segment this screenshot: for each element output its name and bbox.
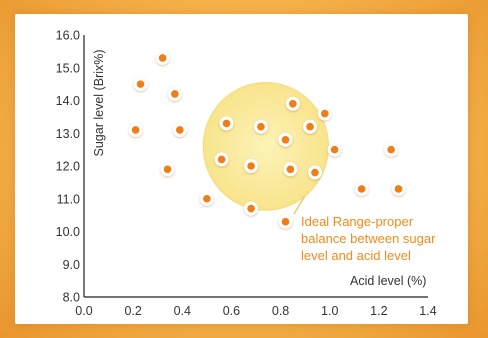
- data-point: [167, 86, 182, 101]
- data-point: [128, 122, 143, 137]
- data-point-dot: [311, 168, 319, 177]
- y-tick-label: 11.0: [57, 192, 80, 206]
- y-tick-label: 14.0: [56, 94, 80, 108]
- data-point: [391, 181, 406, 196]
- data-point-dot: [394, 185, 403, 193]
- x-tick-label: 0.2: [124, 304, 141, 318]
- data-point-dot: [257, 122, 265, 131]
- data-point: [303, 119, 318, 134]
- callout-pointer: [293, 195, 306, 215]
- x-tick-label: 1.0: [321, 304, 338, 318]
- y-tick-label: 12.0: [56, 160, 80, 174]
- data-point-dot: [281, 217, 290, 226]
- data-point-dot: [203, 194, 211, 203]
- x-tick-label: 0.4: [174, 304, 191, 318]
- annotation-line: balance between sugar: [301, 231, 436, 246]
- data-point-dot: [289, 99, 297, 108]
- data-point-dot: [158, 54, 167, 62]
- data-point: [285, 96, 300, 111]
- data-point-dot: [321, 109, 329, 118]
- data-point: [172, 122, 187, 137]
- data-point-dot: [247, 204, 255, 213]
- y-tick-label: 10.0: [56, 225, 80, 239]
- data-point: [219, 116, 234, 131]
- data-point: [214, 152, 229, 167]
- data-point-dot: [136, 80, 145, 88]
- y-tick-label: 15.0: [56, 61, 80, 75]
- data-point-dot: [163, 165, 172, 174]
- x-tick-label: 0.0: [75, 304, 92, 318]
- data-point: [384, 142, 399, 157]
- data-point-dot: [387, 145, 395, 154]
- y-tick-label: 13.0: [56, 127, 80, 141]
- data-point: [199, 191, 214, 206]
- data-point: [307, 165, 322, 180]
- chart-card: 8.0 9.0 10.0 11.0 12.0 13.0 14.0 15.0 16.0 0.0 0.2…: [15, 14, 468, 324]
- data-point: [327, 142, 342, 157]
- data-point-dot: [330, 145, 339, 154]
- data-point-dot: [176, 126, 184, 134]
- data-point-dot: [286, 165, 295, 174]
- x-tick-label: 0.6: [223, 304, 240, 318]
- y-axis-label: Sugar level (Brix%): [92, 50, 106, 157]
- data-point-dot: [247, 162, 255, 170]
- data-point-dot: [131, 126, 140, 134]
- data-point-dot: [357, 185, 366, 193]
- data-point: [244, 201, 259, 216]
- data-point-dot: [306, 122, 314, 131]
- data-point: [278, 132, 293, 147]
- data-point-dot: [217, 155, 226, 164]
- data-point-dot: [222, 119, 231, 128]
- data-point: [155, 50, 170, 65]
- data-point-dot: [281, 136, 290, 144]
- data-point: [278, 214, 293, 229]
- ideal-range-region: [202, 81, 329, 211]
- data-point: [160, 162, 175, 177]
- data-point-dot: [171, 90, 179, 98]
- data-point: [354, 181, 369, 196]
- x-tick-label: 1.2: [370, 304, 387, 318]
- data-point: [244, 159, 259, 173]
- annotation-line: level and acid level: [301, 248, 411, 263]
- data-point: [133, 77, 148, 92]
- x-tick-label: 0.8: [272, 304, 289, 318]
- x-tick-label: 1.4: [419, 304, 436, 318]
- y-tick-label: 9.0: [63, 258, 80, 272]
- data-point: [283, 162, 298, 177]
- x-axis-label: Acid level (%): [350, 274, 426, 288]
- scatter-chart: 8.0 9.0 10.0 11.0 12.0 13.0 14.0 15.0 16.0 0.0 0.2…: [56, 29, 437, 319]
- annotation-text: Ideal Range-proper balance between sugar l…: [301, 214, 436, 263]
- data-point: [317, 106, 332, 121]
- y-tick-label: 8.0: [63, 291, 80, 305]
- y-tick-label: 16.0: [56, 29, 80, 43]
- annotation-line: Ideal Range-proper: [301, 214, 414, 229]
- data-point: [253, 119, 268, 134]
